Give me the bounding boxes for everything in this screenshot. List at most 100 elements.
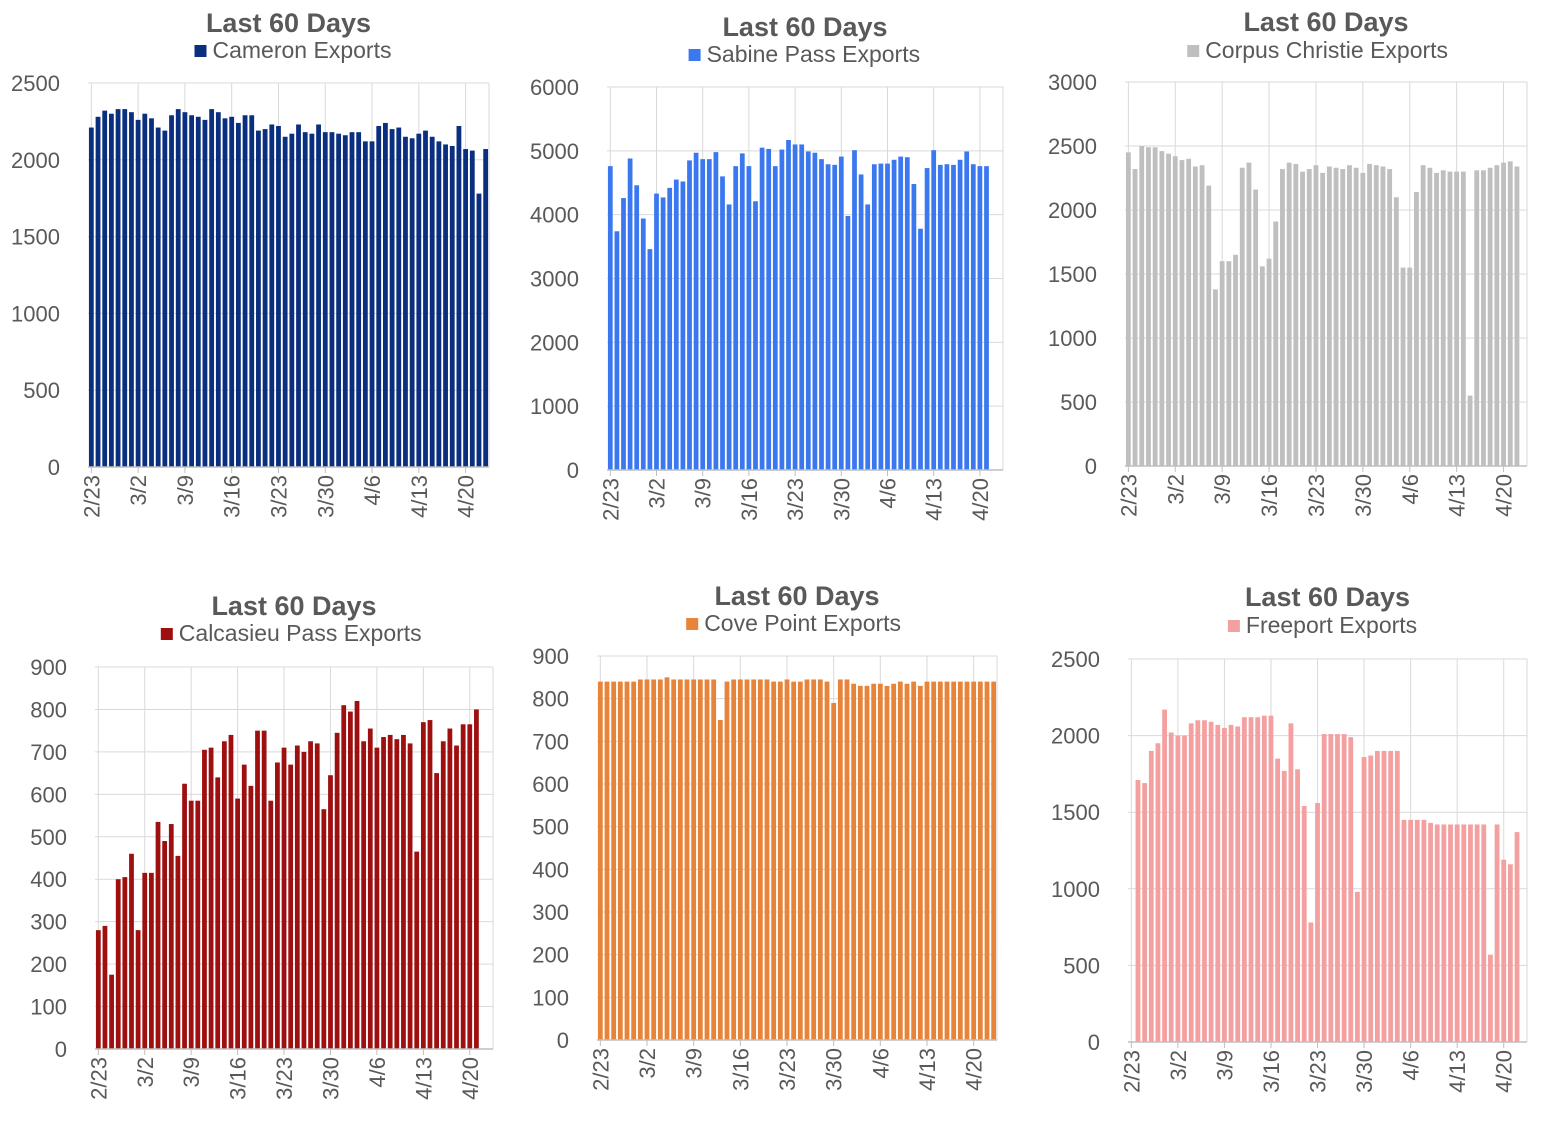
bar xyxy=(102,110,108,467)
bar xyxy=(1373,165,1379,466)
bar xyxy=(700,159,706,471)
bar xyxy=(1381,750,1387,1042)
bar xyxy=(1288,723,1294,1042)
y-tick-label: 2000 xyxy=(1048,198,1097,223)
bar xyxy=(1393,197,1399,466)
bar xyxy=(1241,717,1247,1042)
bar xyxy=(944,681,950,1040)
bar xyxy=(704,679,710,1040)
bar xyxy=(711,679,717,1040)
bar xyxy=(984,681,990,1040)
bar xyxy=(917,685,923,1040)
bar xyxy=(95,116,101,468)
bar xyxy=(691,679,697,1040)
bar xyxy=(918,228,923,470)
bar xyxy=(168,824,174,1049)
bar xyxy=(381,737,386,1049)
bar xyxy=(724,681,730,1040)
x-tick-label: 2/23 xyxy=(588,1048,613,1091)
bar xyxy=(302,132,308,468)
bar xyxy=(611,681,617,1040)
bar xyxy=(367,728,373,1049)
bar xyxy=(202,119,208,467)
bar xyxy=(129,112,134,468)
bar xyxy=(1253,189,1259,466)
bar xyxy=(1286,162,1292,466)
bar xyxy=(1333,167,1339,466)
bar xyxy=(1420,165,1426,466)
bar xyxy=(401,734,406,1049)
bar xyxy=(376,126,382,468)
bar xyxy=(726,204,732,470)
bar xyxy=(733,166,739,471)
bar xyxy=(1414,819,1420,1042)
bar xyxy=(937,681,943,1040)
bar xyxy=(188,800,194,1049)
x-tick-label: 3/30 xyxy=(829,478,854,521)
bar xyxy=(1501,162,1506,466)
bar xyxy=(845,215,851,470)
y-tick-label: 200 xyxy=(30,952,67,977)
bar xyxy=(885,163,890,470)
bar xyxy=(1255,717,1261,1042)
bar xyxy=(898,156,904,470)
bar xyxy=(102,925,108,1049)
bar xyxy=(135,119,141,467)
bar xyxy=(409,138,415,467)
bar xyxy=(720,176,725,470)
bar xyxy=(129,853,134,1049)
x-tick-label: 4/6 xyxy=(365,1057,390,1088)
bar xyxy=(799,144,805,470)
y-tick-label: 1500 xyxy=(1051,800,1100,825)
x-tick-label: 4/20 xyxy=(458,1057,483,1100)
bar xyxy=(1313,165,1319,466)
bar xyxy=(423,130,428,467)
x-tick-label: 3/30 xyxy=(1351,474,1376,517)
bar xyxy=(671,679,677,1040)
bar xyxy=(454,745,459,1049)
bar xyxy=(640,218,646,470)
bar xyxy=(1261,715,1267,1042)
bar xyxy=(268,800,274,1049)
bar xyxy=(1487,167,1493,466)
bar xyxy=(764,679,770,1040)
bar xyxy=(805,151,811,470)
bar xyxy=(1222,727,1227,1042)
x-tick-label: 3/23 xyxy=(1306,1050,1331,1093)
bar xyxy=(1348,737,1354,1042)
x-tick-label: 4/6 xyxy=(876,478,901,509)
bar xyxy=(791,681,797,1040)
bar xyxy=(322,132,328,468)
bar xyxy=(394,739,400,1049)
x-tick-label: 2/23 xyxy=(86,1057,111,1100)
bar xyxy=(1388,750,1394,1042)
x-tick-label: 3/23 xyxy=(783,478,808,521)
bar xyxy=(95,930,101,1049)
bar xyxy=(744,679,750,1040)
bar xyxy=(944,164,950,470)
bar xyxy=(467,724,473,1049)
bar xyxy=(757,679,763,1040)
y-tick-label: 200 xyxy=(532,943,569,968)
bar xyxy=(687,160,692,471)
bar xyxy=(434,773,440,1049)
bar xyxy=(255,730,260,1049)
bar xyxy=(1481,170,1486,466)
bar xyxy=(667,187,673,470)
bar xyxy=(1507,864,1513,1042)
bar xyxy=(269,124,275,468)
bar xyxy=(162,130,168,467)
legend-label: Corpus Christie Exports xyxy=(1205,37,1448,63)
bar xyxy=(275,762,280,1049)
x-tick-label: 3/16 xyxy=(737,478,762,521)
bar xyxy=(108,113,114,467)
y-tick-label: 2500 xyxy=(1048,134,1097,159)
bar xyxy=(832,164,838,471)
bar xyxy=(1188,723,1194,1042)
y-tick-label: 800 xyxy=(30,697,67,722)
legend-swatch xyxy=(686,618,699,630)
x-tick-label: 3/23 xyxy=(775,1048,800,1091)
x-tick-label: 3/30 xyxy=(313,475,338,518)
bar xyxy=(1494,824,1500,1042)
